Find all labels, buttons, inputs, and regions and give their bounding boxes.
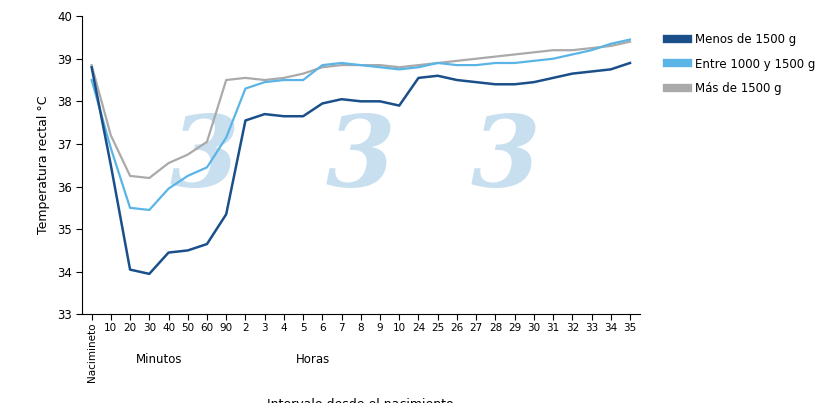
Más de 1500 g [586, 46, 595, 50]
Más de 1500 g [413, 63, 423, 68]
Más de 1500 g [432, 60, 442, 65]
Más de 1500 g [337, 63, 346, 68]
Menos de 1500 g [567, 71, 577, 76]
Más de 1500 g [240, 75, 250, 80]
Más de 1500 g [490, 54, 500, 59]
Más de 1500 g [394, 65, 404, 70]
Menos de 1500 g [298, 114, 308, 118]
Menos de 1500 g [471, 80, 481, 85]
Text: 3: 3 [170, 111, 239, 208]
Menos de 1500 g [432, 73, 442, 78]
Entre 1000 y 1500 g [106, 146, 115, 151]
Y-axis label: Temperatura rectal °C: Temperatura rectal °C [38, 96, 51, 235]
Más de 1500 g [567, 48, 577, 53]
Entre 1000 y 1500 g [201, 165, 211, 170]
Menos de 1500 g [317, 101, 327, 106]
Menos de 1500 g [624, 60, 634, 65]
Más de 1500 g [106, 133, 115, 138]
Más de 1500 g [221, 78, 231, 83]
Entre 1000 y 1500 g [586, 48, 595, 53]
Menos de 1500 g [509, 82, 519, 87]
Más de 1500 g [125, 173, 135, 178]
Entre 1000 y 1500 g [432, 60, 442, 65]
Entre 1000 y 1500 g [490, 60, 500, 65]
Más de 1500 g [164, 161, 174, 166]
Entre 1000 y 1500 g [471, 63, 481, 68]
Entre 1000 y 1500 g [394, 67, 404, 72]
Entre 1000 y 1500 g [374, 65, 384, 70]
Entre 1000 y 1500 g [164, 186, 174, 191]
Menos de 1500 g [394, 103, 404, 108]
Menos de 1500 g [240, 118, 250, 123]
Más de 1500 g [547, 48, 557, 53]
Entre 1000 y 1500 g [509, 60, 519, 65]
Line: Más de 1500 g: Más de 1500 g [92, 42, 629, 178]
Line: Entre 1000 y 1500 g: Entre 1000 y 1500 g [92, 39, 629, 210]
Menos de 1500 g [221, 212, 231, 217]
Entre 1000 y 1500 g [567, 52, 577, 57]
Más de 1500 g [509, 52, 519, 57]
Menos de 1500 g [355, 99, 365, 104]
Más de 1500 g [144, 176, 154, 181]
Menos de 1500 g [528, 80, 538, 85]
Entre 1000 y 1500 g [317, 63, 327, 68]
Más de 1500 g [260, 78, 269, 83]
Menos de 1500 g [413, 75, 423, 80]
Más de 1500 g [298, 71, 308, 76]
Más de 1500 g [87, 63, 97, 68]
Entre 1000 y 1500 g [183, 173, 192, 178]
Menos de 1500 g [337, 97, 346, 102]
Menos de 1500 g [125, 267, 135, 272]
Entre 1000 y 1500 g [87, 78, 97, 83]
Entre 1000 y 1500 g [605, 42, 615, 46]
Menos de 1500 g [164, 250, 174, 255]
Más de 1500 g [624, 39, 634, 44]
Más de 1500 g [278, 75, 288, 80]
Entre 1000 y 1500 g [144, 208, 154, 212]
Menos de 1500 g [490, 82, 500, 87]
Más de 1500 g [317, 65, 327, 70]
Entre 1000 y 1500 g [355, 63, 365, 68]
Menos de 1500 g [451, 78, 461, 83]
Entre 1000 y 1500 g [278, 78, 288, 83]
Entre 1000 y 1500 g [413, 65, 423, 70]
Entre 1000 y 1500 g [528, 58, 538, 63]
Entre 1000 y 1500 g [240, 86, 250, 91]
Entre 1000 y 1500 g [451, 63, 461, 68]
Text: 3: 3 [470, 111, 540, 208]
Entre 1000 y 1500 g [624, 37, 634, 42]
Menos de 1500 g [87, 65, 97, 70]
Text: Intervalo desde el nacimiento: Intervalo desde el nacimiento [267, 398, 454, 403]
Más de 1500 g [528, 50, 538, 55]
Más de 1500 g [605, 44, 615, 48]
Menos de 1500 g [278, 114, 288, 118]
Más de 1500 g [471, 56, 481, 61]
Line: Menos de 1500 g: Menos de 1500 g [92, 63, 629, 274]
Menos de 1500 g [374, 99, 384, 104]
Entre 1000 y 1500 g [547, 56, 557, 61]
Entre 1000 y 1500 g [221, 135, 231, 140]
Entre 1000 y 1500 g [337, 60, 346, 65]
Más de 1500 g [355, 63, 365, 68]
Más de 1500 g [451, 58, 461, 63]
Text: 3: 3 [326, 111, 395, 208]
Menos de 1500 g [260, 112, 269, 116]
Menos de 1500 g [144, 272, 154, 276]
Text: Minutos: Minutos [135, 353, 182, 366]
Entre 1000 y 1500 g [125, 206, 135, 210]
Menos de 1500 g [106, 163, 115, 168]
Entre 1000 y 1500 g [260, 80, 269, 85]
Menos de 1500 g [201, 242, 211, 247]
Más de 1500 g [374, 63, 384, 68]
Legend: Menos de 1500 g, Entre 1000 y 1500 g, Más de 1500 g: Menos de 1500 g, Entre 1000 y 1500 g, Má… [662, 28, 819, 100]
Más de 1500 g [201, 139, 211, 144]
Menos de 1500 g [586, 69, 595, 74]
Menos de 1500 g [547, 75, 557, 80]
Text: Horas: Horas [295, 353, 329, 366]
Menos de 1500 g [183, 248, 192, 253]
Más de 1500 g [183, 152, 192, 157]
Menos de 1500 g [605, 67, 615, 72]
Entre 1000 y 1500 g [298, 78, 308, 83]
